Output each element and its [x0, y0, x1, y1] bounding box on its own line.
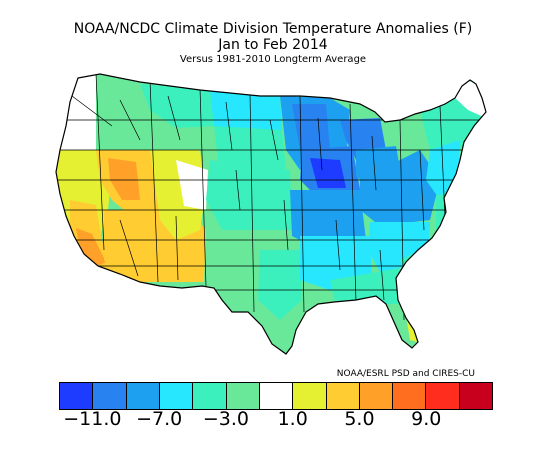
map-title: NOAA/NCDC Climate Division Temperature A…	[73, 21, 473, 37]
legend-swatch	[226, 383, 260, 409]
source-credit: NOAA/ESRL PSD and CIRES-CU	[336, 369, 475, 379]
division-lines	[56, 74, 480, 321]
legend-swatch	[259, 383, 294, 409]
color-legend-labels: −11.0 −7.0 −3.0 1.0 5.0 9.0	[0, 410, 546, 438]
legend-swatch	[293, 383, 327, 409]
us-outline	[55, 73, 487, 355]
color-legend-bar	[59, 382, 493, 410]
legend-swatch	[393, 383, 427, 409]
legend-swatch	[93, 383, 127, 409]
legend-tick-label: −7.0	[136, 408, 183, 430]
legend-swatch	[459, 383, 493, 409]
legend-tick-label: 5.0	[344, 408, 375, 430]
legend-tick-label: 9.0	[411, 408, 442, 430]
legend-swatch	[159, 383, 194, 409]
legend-swatch	[359, 383, 394, 409]
legend-tick-label: −3.0	[202, 408, 249, 430]
map-subtitle-period: Jan to Feb 2014	[218, 37, 328, 53]
legend-swatch	[60, 383, 94, 409]
anomaly-fill	[56, 74, 486, 354]
legend-swatch	[326, 383, 360, 409]
legend-tick-label: 1.0	[277, 408, 308, 430]
map-subtitle-baseline: Versus 1981-2010 Longterm Average	[179, 54, 367, 65]
legend-tick-label: −11.0	[63, 408, 122, 430]
legend-swatch	[126, 383, 160, 409]
legend-swatch	[193, 383, 227, 409]
legend-swatch	[426, 383, 460, 409]
